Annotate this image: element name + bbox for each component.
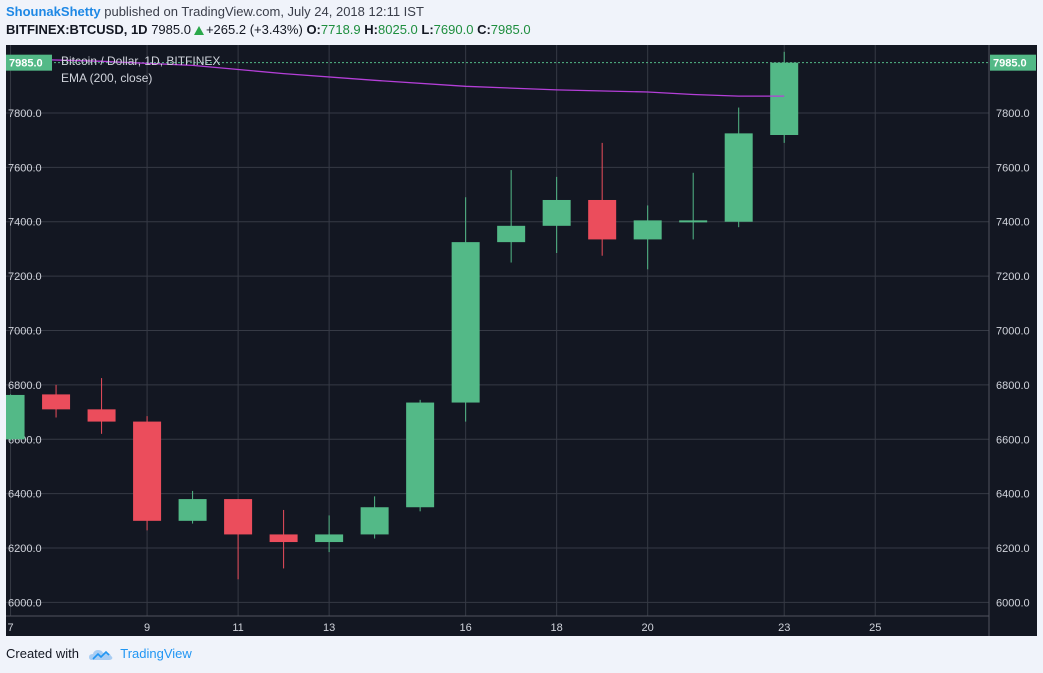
candle-down [269, 509, 298, 569]
time-tick-label: 16 [460, 622, 472, 634]
candle-body [315, 534, 344, 543]
price-chart[interactable]: 6000.0 6200.0 6400.0 6600.0 6800.0 7000.0 7200… [6, 45, 1037, 636]
candle-up [724, 107, 753, 228]
candle-body [451, 242, 480, 403]
publish-info: published on TradingView.com, July 24, 2… [100, 4, 424, 19]
low-label: L: [421, 22, 434, 37]
price-tick-label: 6800.0 [996, 380, 1030, 392]
candle-body [133, 421, 162, 521]
ema-line [6, 57, 785, 97]
price-axis-left: 6000.06200.06400.06600.06800.07000.07200… [8, 108, 42, 609]
indicator-label[interactable]: EMA (200, close) [61, 71, 152, 85]
candle-body [542, 199, 571, 226]
price-tick-label: 7800.0 [8, 108, 42, 120]
last-price-tag-label: 7985.0 [9, 58, 43, 70]
price-tick-label: 6200.0 [8, 543, 42, 555]
price-change: +265.2 (+3.43%) [205, 22, 303, 37]
candle-down [224, 499, 253, 580]
price-tags: 7985.0 7985.0 [6, 54, 1036, 71]
candle-body [360, 507, 389, 535]
candle-down [42, 384, 71, 418]
ohlc-line: BITFINEX:BTCUSD, 1D 7985.0 +265.2 (+3.43%… [6, 22, 531, 37]
chart-background [6, 45, 1037, 636]
time-axis[interactable]: 7 9 11 13 16 18 20 23 25 [7, 622, 881, 634]
candle-body [679, 220, 708, 223]
time-tick-label: 13 [323, 622, 335, 634]
last-price-tag [990, 54, 1036, 71]
price-tick-label: 7000.0 [8, 326, 42, 338]
candle-body [42, 394, 71, 410]
candle-down [588, 142, 617, 256]
price-tick-label: 6800.0 [8, 380, 42, 392]
price-tick-label: 6400.0 [996, 489, 1030, 501]
price-tick-label: 6200.0 [996, 543, 1030, 555]
price-tick-label: 7600.0 [996, 162, 1030, 174]
candle-body [406, 402, 435, 508]
candle-down [133, 416, 162, 531]
open-value: 7718.9 [320, 22, 361, 37]
open-label: O: [306, 22, 321, 37]
candle-body [770, 62, 799, 136]
price-tick-label: 7200.0 [8, 271, 42, 283]
candle-up [360, 496, 389, 539]
candle-body [633, 220, 662, 240]
tradingview-cloud-icon[interactable] [88, 648, 113, 662]
last-price-tag-label: 7985.0 [993, 58, 1027, 70]
author-link[interactable]: ShounakShetty [6, 4, 101, 19]
candle-up [542, 176, 571, 254]
candle-up [451, 197, 480, 422]
candle-body [178, 499, 207, 521]
candle-up [770, 51, 799, 143]
candles [6, 51, 799, 580]
price-tick-label: 6000.0 [996, 597, 1030, 609]
candle-up [315, 515, 344, 553]
candle-up [679, 172, 708, 240]
price-tick-label: 7600.0 [8, 162, 42, 174]
time-tick-label: 23 [778, 622, 790, 634]
price-tick-label: 6000.0 [8, 597, 42, 609]
candle-body [87, 409, 116, 422]
time-tick-label: 11 [232, 622, 243, 634]
candle-up [497, 170, 526, 263]
candle-body [497, 225, 526, 243]
candle-up [633, 205, 662, 270]
footer: Created with TradingView [6, 646, 192, 662]
candle-down [87, 378, 116, 434]
publish-line: ShounakShetty published on TradingView.c… [6, 4, 424, 19]
last-price: 7985.0 [151, 22, 191, 37]
high-label: H: [364, 22, 378, 37]
time-tick-label: 7 [7, 622, 13, 634]
candle-up [178, 490, 207, 524]
chart-header: ShounakShetty published on TradingView.c… [0, 0, 1043, 44]
last-price-tag [6, 54, 52, 71]
time-tick-label: 20 [642, 622, 654, 634]
price-tick-label: 6400.0 [8, 489, 42, 501]
price-axis-right[interactable]: 6000.0 6200.0 6400.0 6600.0 6800.0 7000.0 7200… [996, 108, 1030, 609]
price-tick-label: 7000.0 [996, 326, 1030, 338]
candle-body [224, 499, 253, 535]
chart-title: Bitcoin / Dollar, 1D, BITFINEX [61, 54, 220, 68]
close-label: C: [477, 22, 491, 37]
candle-body [6, 394, 25, 440]
price-tick-label: 7800.0 [996, 108, 1030, 120]
low-value: 7690.0 [433, 22, 474, 37]
symbol-label: BITFINEX:BTCUSD, 1D [6, 22, 148, 37]
time-tick-label: 9 [144, 622, 150, 634]
candle-body [724, 133, 753, 222]
up-arrow-icon [193, 26, 204, 35]
candle-body [588, 199, 617, 240]
price-tick-label: 7400.0 [996, 217, 1030, 229]
time-tick-label: 25 [869, 622, 881, 634]
price-tick-label: 6600.0 [996, 434, 1030, 446]
candle-body [269, 534, 298, 543]
price-tick-label: 7200.0 [996, 271, 1030, 283]
high-value: 8025.0 [378, 22, 418, 37]
candle-up [6, 394, 25, 441]
created-with-text: Created with [6, 646, 79, 661]
tradingview-link[interactable]: TradingView [120, 646, 192, 661]
close-value: 7985.0 [490, 22, 531, 37]
time-tick-label: 18 [551, 622, 563, 634]
candle-up [406, 399, 435, 512]
price-tick-label: 7400.0 [8, 217, 42, 229]
